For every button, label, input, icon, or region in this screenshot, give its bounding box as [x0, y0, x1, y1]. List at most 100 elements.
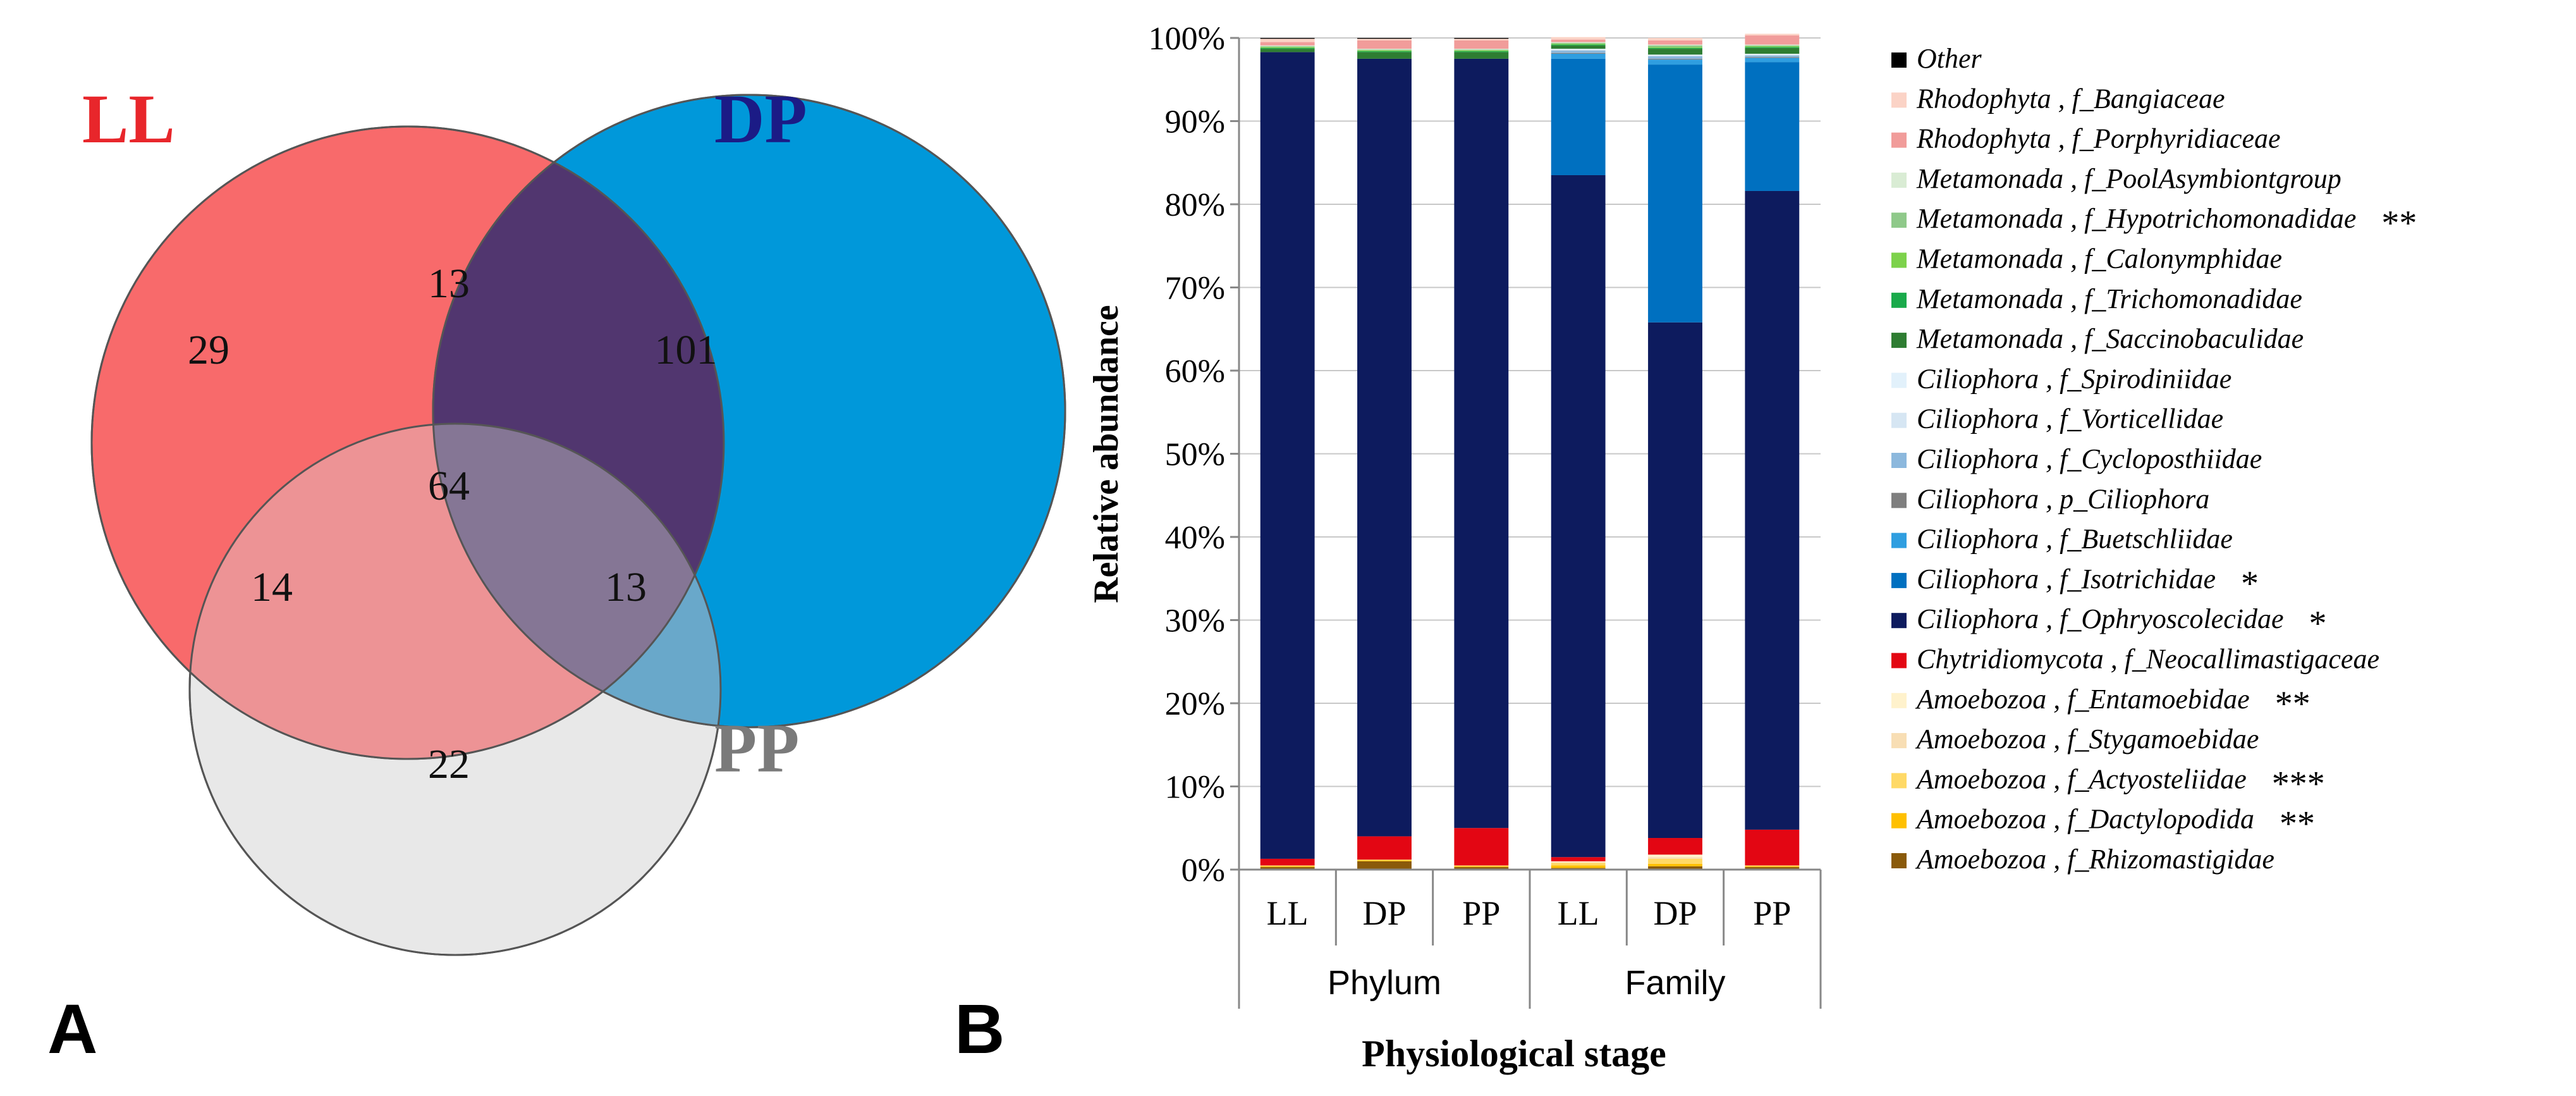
legend-label: Metamonada , f_Saccinobaculidae — [1916, 323, 2304, 354]
x-tick-label: LL — [1558, 894, 1599, 932]
legend-item: Chytridiomycota , f_Neocallimastigaceae — [1891, 644, 2379, 675]
bar-segment — [1648, 47, 1702, 49]
legend-swatch — [1891, 412, 1907, 428]
bar-segment — [1357, 49, 1412, 51]
y-axis-title: Relative abundance — [1087, 305, 1126, 603]
legend-label: Ciliophora , f_Spirodiniidae — [1917, 363, 2231, 394]
x-axis-title: Physiological stage — [1362, 1033, 1666, 1074]
bar-segment — [1648, 49, 1702, 55]
bar-segment — [1551, 45, 1606, 49]
bar-segment — [1745, 865, 1800, 866]
bar-segment — [1745, 35, 1800, 45]
x-axis-categories: LL DP PP LL DP PP Phylum Family — [1238, 870, 1822, 1009]
legend-label: Metamonada , f_Hypotrichomonadidae — [1916, 203, 2356, 234]
legend-significance: * — [2241, 564, 2259, 603]
bar-segment — [1454, 38, 1509, 39]
bar-segment — [1648, 863, 1702, 866]
legend-item: Ciliophora , f_Vorticellidae — [1891, 403, 2223, 434]
bar-segment — [1454, 39, 1509, 40]
bar-segment — [1551, 42, 1606, 43]
legend-item: Amoebozoa , f_Rhizomastigidae — [1891, 844, 2274, 875]
legend-item: Amoebozoa , f_Actyosteliidae *** — [1891, 763, 2325, 803]
bar-segment — [1745, 867, 1800, 870]
legend-swatch — [1891, 52, 1907, 68]
bar-segment — [1551, 53, 1606, 59]
bar-stack — [1454, 38, 1509, 870]
legend-label: Other — [1917, 43, 1982, 74]
bar-segment — [1648, 838, 1702, 855]
bar-segment — [1260, 38, 1315, 39]
y-tick-label: 60% — [1165, 354, 1225, 390]
legend-label: Rhodophyta , f_Bangiaceae — [1916, 83, 2225, 114]
x-tick-label: PP — [1753, 894, 1791, 932]
legend-swatch — [1891, 853, 1907, 868]
bar-segment — [1454, 40, 1509, 49]
bar-segment — [1745, 57, 1800, 58]
bar-segment — [1260, 866, 1315, 868]
legend-significance: ** — [2381, 204, 2417, 243]
legend-swatch — [1891, 373, 1907, 388]
bar-segment — [1648, 322, 1702, 839]
y-tick-label: 30% — [1165, 603, 1225, 639]
bar-segment — [1551, 42, 1606, 44]
bar-segment — [1260, 49, 1315, 52]
bar-segment — [1648, 866, 1702, 870]
bar-stack — [1648, 38, 1702, 870]
legend-item: Ciliophora , p_Ciliophora — [1891, 483, 2209, 514]
bar-segment — [1745, 62, 1800, 191]
bar-stack — [1551, 37, 1606, 870]
y-tick-label: 100% — [1149, 21, 1225, 57]
bar-segment — [1745, 34, 1800, 36]
bars — [1260, 34, 1800, 870]
bar-segment — [1648, 56, 1702, 59]
bar-segment — [1551, 861, 1606, 863]
bar-segment — [1454, 865, 1509, 866]
bar-segment — [1745, 54, 1800, 56]
legend-swatch — [1891, 653, 1907, 668]
legend-swatch — [1891, 132, 1907, 148]
legend-item: Rhodophyta , f_Porphyridiaceae — [1891, 123, 2281, 154]
legend-item: Ciliophora , f_Cycloposthiidae — [1891, 443, 2262, 474]
legend-label: Ciliophora , f_Ophryoscolecidae — [1917, 603, 2284, 634]
legend-label: Amoebozoa , f_Rhizomastigidae — [1915, 844, 2274, 875]
x-group-label: Phylum — [1328, 964, 1441, 1002]
bar-segment — [1551, 52, 1606, 54]
bar-segment — [1551, 857, 1606, 861]
legend-significance: ** — [2275, 684, 2310, 723]
bar-segment — [1357, 58, 1412, 837]
legend-item: Rhodophyta , f_Bangiaceae — [1891, 83, 2225, 114]
venn-count-ll-pp: 14 — [251, 564, 293, 610]
bar-segment — [1648, 854, 1702, 858]
bar-segment — [1551, 49, 1606, 51]
legend-label: Metamonada , f_Calonymphidae — [1916, 243, 2282, 274]
panel-label-a: A — [47, 990, 97, 1068]
legend-label: Amoebozoa , f_Dactylopodida — [1915, 804, 2254, 835]
legend-label: Chytridiomycota , f_Neocallimastigaceae — [1917, 644, 2379, 675]
y-tick-label: 70% — [1165, 271, 1225, 307]
venn-diagram: LL DP PP 29 101 22 13 14 13 64 A — [47, 80, 1066, 1068]
legend-swatch — [1891, 92, 1907, 108]
y-tick-label: 90% — [1165, 104, 1225, 140]
legend-item: Ciliophora , f_Spirodiniidae — [1891, 363, 2231, 394]
x-tick-label: DP — [1362, 894, 1406, 932]
legend-item: Amoebozoa , f_Dactylopodida ** — [1891, 804, 2315, 844]
legend-swatch — [1891, 333, 1907, 348]
bar-segment — [1260, 858, 1315, 866]
bar-segment — [1551, 50, 1606, 53]
legend-label: Ciliophora , f_Buetschliidae — [1917, 524, 2233, 555]
bar-segment — [1745, 866, 1800, 868]
bar-segment — [1357, 52, 1412, 59]
legend-label: Amoebozoa , f_Stygamoebidae — [1915, 723, 2259, 754]
y-tick-label: 40% — [1165, 520, 1225, 556]
legend-item: Metamonada , f_Calonymphidae — [1891, 243, 2282, 274]
bar-segment — [1648, 65, 1702, 323]
venn-count-ll-only: 29 — [188, 327, 229, 373]
bar-segment — [1551, 865, 1606, 868]
legend-label: Amoebozoa , f_Actyosteliidae — [1915, 763, 2247, 794]
legend-label: Amoebozoa , f_Entamoebidae — [1915, 684, 2250, 715]
legend-item: Metamonada , f_PoolAsymbiontgroup — [1891, 163, 2341, 194]
grid-lines — [1239, 37, 1821, 787]
bar-segment — [1357, 859, 1412, 861]
bar-segment — [1357, 38, 1412, 39]
venn-label-ll: LL — [82, 80, 175, 157]
